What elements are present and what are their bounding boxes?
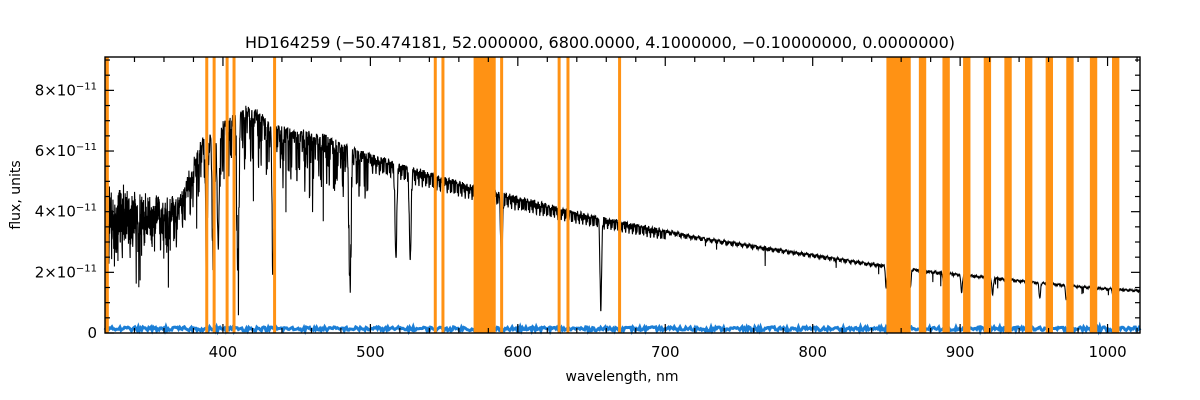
- y-tick-label: 8×10−11: [35, 81, 97, 99]
- y-tick-label: 4×10−11: [35, 203, 97, 221]
- masked-band: [963, 57, 971, 333]
- masked-band: [983, 57, 992, 333]
- x-axis-label: wavelength, nm: [566, 369, 679, 385]
- masked-band: [225, 57, 229, 333]
- y-tick-label-group: 0 2×10−11 4×10−11 6×10−11 8×10−11: [35, 81, 97, 342]
- masked-band: [557, 57, 561, 333]
- x-tick-label: 800: [798, 343, 827, 361]
- masked-band: [212, 57, 216, 333]
- axis-frame-group: [104, 56, 1141, 334]
- x-tick-label: 1000: [1089, 343, 1127, 361]
- masked-band: [918, 57, 927, 333]
- masked-band: [1111, 57, 1120, 333]
- masked-band: [1025, 57, 1033, 333]
- x-tick-label: 500: [356, 343, 385, 361]
- masked-band: [886, 57, 911, 333]
- axis-frame: [104, 56, 1141, 334]
- masked-band: [566, 57, 570, 333]
- masked-band: [500, 57, 504, 333]
- masked-band: [942, 57, 950, 333]
- masked-band: [273, 57, 277, 333]
- masked-band: [205, 57, 209, 333]
- x-tick-label-group: 400 500 600 700 800 900 1000: [209, 343, 1127, 361]
- masked-band: [618, 57, 622, 333]
- y-axis-label: flux, units: [8, 160, 24, 229]
- x-tick-label: 900: [946, 343, 975, 361]
- masked-band: [1066, 57, 1074, 333]
- x-tick-label: 700: [651, 343, 680, 361]
- masked-band: [473, 57, 496, 333]
- x-tick-label: 400: [209, 343, 238, 361]
- masked-band: [1089, 57, 1098, 333]
- masked-band: [232, 57, 236, 333]
- y-tick-label: 0: [87, 324, 97, 342]
- x-tick-label: 600: [503, 343, 532, 361]
- masked-band: [1045, 57, 1054, 333]
- masked-band: [105, 57, 109, 333]
- masked-band: [433, 57, 437, 333]
- y-tick-label: 6×10−11: [35, 142, 97, 160]
- y-tick-label: 2×10−11: [35, 263, 97, 281]
- masked-band: [1004, 57, 1012, 333]
- masked-band-group: [105, 57, 1120, 333]
- masked-band: [441, 57, 445, 333]
- page-title: HD164259 (−50.474181, 52.000000, 6800.00…: [245, 33, 955, 52]
